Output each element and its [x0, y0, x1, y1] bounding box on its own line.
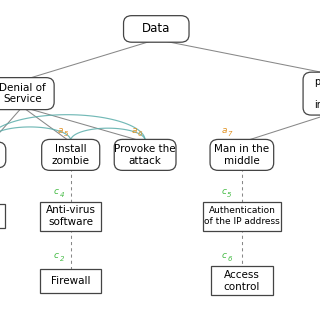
- Text: Provoke the
attack: Provoke the attack: [114, 144, 176, 166]
- Text: Authentication
of the IP address: Authentication of the IP address: [204, 206, 280, 226]
- Text: Theft
propriet-
ary
informa-
tion: Theft propriet- ary informa- tion: [314, 65, 320, 122]
- FancyBboxPatch shape: [40, 202, 101, 231]
- Text: a: a: [58, 125, 63, 134]
- Text: c: c: [221, 187, 226, 196]
- Text: 5: 5: [64, 131, 68, 137]
- Text: Anti-virus
software: Anti-virus software: [46, 205, 96, 227]
- FancyBboxPatch shape: [124, 16, 189, 42]
- FancyBboxPatch shape: [211, 266, 273, 295]
- FancyBboxPatch shape: [114, 140, 176, 170]
- FancyBboxPatch shape: [0, 78, 54, 110]
- Text: Install
zombie: Install zombie: [52, 144, 90, 166]
- Text: 6: 6: [138, 131, 142, 137]
- Text: c: c: [221, 251, 226, 260]
- Text: a: a: [132, 125, 138, 134]
- FancyBboxPatch shape: [203, 202, 281, 231]
- Text: Firewall: Firewall: [51, 276, 91, 286]
- Text: 2: 2: [60, 256, 64, 262]
- Text: Man in the
middle: Man in the middle: [214, 144, 269, 166]
- Text: Data: Data: [142, 22, 171, 36]
- FancyBboxPatch shape: [40, 268, 101, 293]
- Text: c: c: [54, 187, 59, 196]
- Text: Access
control: Access control: [224, 270, 260, 292]
- FancyBboxPatch shape: [0, 204, 5, 228]
- Text: 5: 5: [227, 192, 232, 198]
- Text: 4: 4: [60, 192, 64, 198]
- Text: Denial of
Service: Denial of Service: [0, 83, 46, 104]
- Text: 6: 6: [227, 256, 232, 262]
- FancyBboxPatch shape: [42, 140, 100, 170]
- FancyBboxPatch shape: [210, 140, 274, 170]
- Text: 7: 7: [227, 131, 232, 137]
- Text: a: a: [221, 125, 227, 134]
- FancyBboxPatch shape: [303, 72, 320, 115]
- Text: c: c: [54, 251, 59, 260]
- FancyBboxPatch shape: [0, 142, 6, 168]
